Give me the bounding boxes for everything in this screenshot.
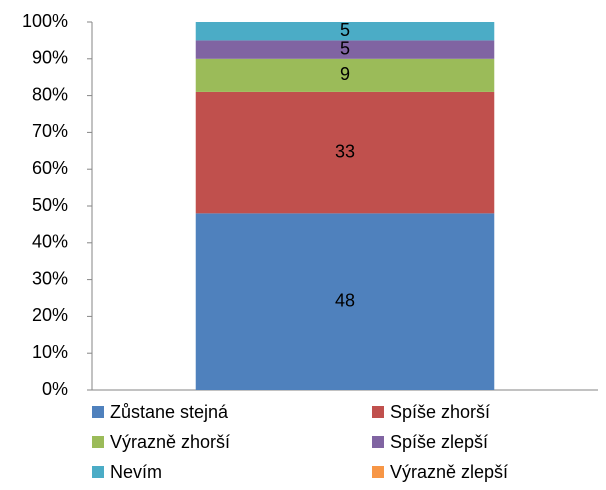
data-label: 9 (340, 64, 350, 84)
y-tick-label: 100% (22, 11, 68, 31)
y-tick-label: 40% (32, 232, 68, 252)
data-label: 48 (335, 290, 355, 310)
y-tick-label: 60% (32, 158, 68, 178)
y-tick-label: 70% (32, 121, 68, 141)
legend-swatch (92, 436, 104, 448)
legend-swatch (92, 466, 104, 478)
legend-swatch (372, 466, 384, 478)
legend-label: Výrazně zlepší (390, 462, 508, 482)
legend-swatch (372, 436, 384, 448)
legend-label: Nevím (110, 462, 162, 482)
legend-swatch (372, 406, 384, 418)
y-tick-label: 0% (42, 379, 68, 399)
y-tick-label: 10% (32, 342, 68, 362)
bar-segment (195, 40, 495, 59)
data-label: 5 (340, 38, 350, 58)
legend-label: Spíše zhorší (390, 402, 490, 422)
y-tick-label: 50% (32, 195, 68, 215)
legend-label: Zůstane stejná (110, 402, 229, 422)
bar-segment (195, 22, 495, 41)
data-label: 5 (340, 20, 350, 40)
y-tick-label: 90% (32, 48, 68, 68)
bar-segment (195, 58, 495, 92)
y-tick-label: 80% (32, 84, 68, 104)
y-tick-label: 20% (32, 305, 68, 325)
data-label: 33 (335, 141, 355, 161)
bar-segment (195, 91, 495, 214)
bar-segment (195, 213, 495, 390)
legend-swatch (92, 406, 104, 418)
legend-label: Spíše zlepší (390, 432, 488, 452)
y-tick-label: 30% (32, 268, 68, 288)
legend-label: Výrazně zhorší (110, 432, 230, 452)
